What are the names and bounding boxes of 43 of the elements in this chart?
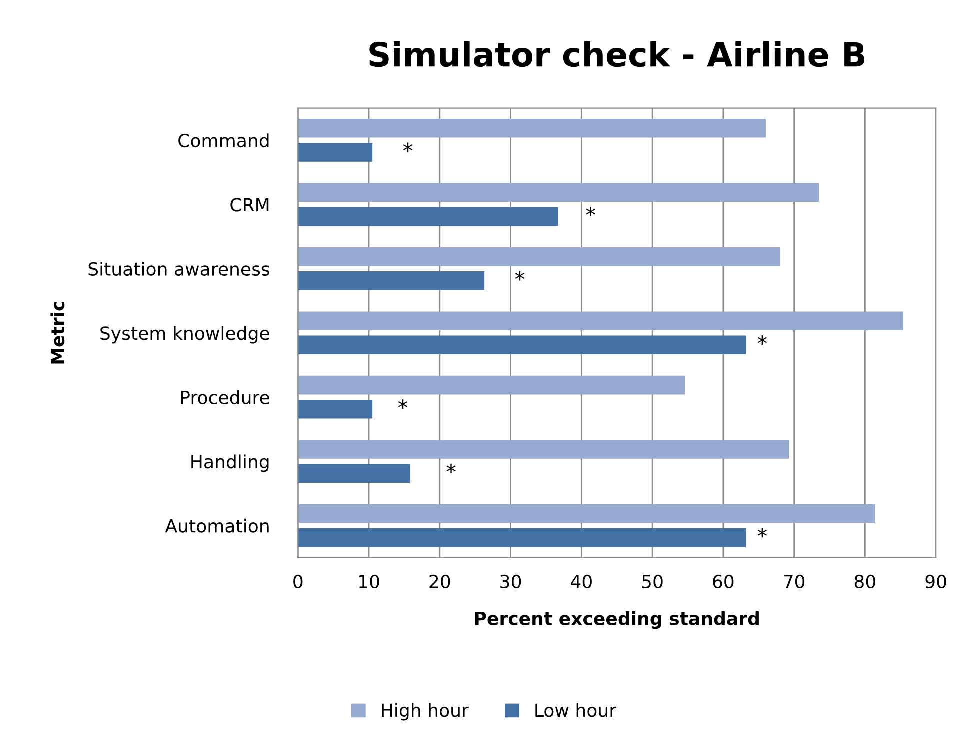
bar [298, 247, 780, 266]
bar [298, 528, 746, 548]
y-tick-label: System knowledge [100, 326, 270, 344]
bar [298, 312, 904, 330]
annotation: * [586, 207, 596, 217]
x-tick-label: 20 [430, 574, 450, 589]
x-tick-label: 10 [360, 574, 380, 589]
y-tick-label: CRM [230, 198, 269, 212]
y-tick-label: Command [178, 134, 269, 148]
annotation: * [446, 464, 456, 474]
x-tick-label: 50 [642, 574, 663, 589]
x-tick-label: 30 [500, 574, 522, 589]
x-tick-label: 90 [926, 574, 946, 589]
annotation: * [758, 528, 767, 538]
legend-label: Low hour [536, 703, 617, 718]
bar [298, 272, 485, 290]
y-tick-label: Procedure [181, 390, 270, 404]
bar [298, 207, 558, 226]
annotation: * [758, 335, 767, 345]
bar [298, 119, 766, 138]
x-tick-label: 40 [571, 574, 592, 589]
annotation: * [515, 271, 525, 281]
x-tick-label: 70 [784, 574, 805, 589]
y-tick-label: Handling [192, 454, 269, 472]
bar [298, 376, 686, 395]
x-tick-label: 60 [713, 574, 734, 589]
bar [298, 143, 373, 162]
x-tick-label: 0 [294, 574, 303, 589]
legend-label: High hour [382, 703, 469, 721]
chart-title: Simulator check - Airline B [370, 41, 865, 68]
bar [298, 183, 820, 202]
y-tick-label: Situation awareness [88, 262, 270, 276]
bar [298, 504, 876, 524]
x-tick-label: 80 [854, 574, 876, 589]
y-tick-label: Automation [165, 518, 269, 533]
bar [298, 336, 746, 355]
annotation: * [398, 400, 408, 410]
y-axis-title: Metric [50, 302, 65, 364]
bar [298, 464, 410, 484]
x-axis-title: Percent exceeding standard [475, 611, 759, 630]
annotation: * [403, 142, 413, 152]
bar [298, 400, 373, 419]
bar [298, 440, 790, 459]
